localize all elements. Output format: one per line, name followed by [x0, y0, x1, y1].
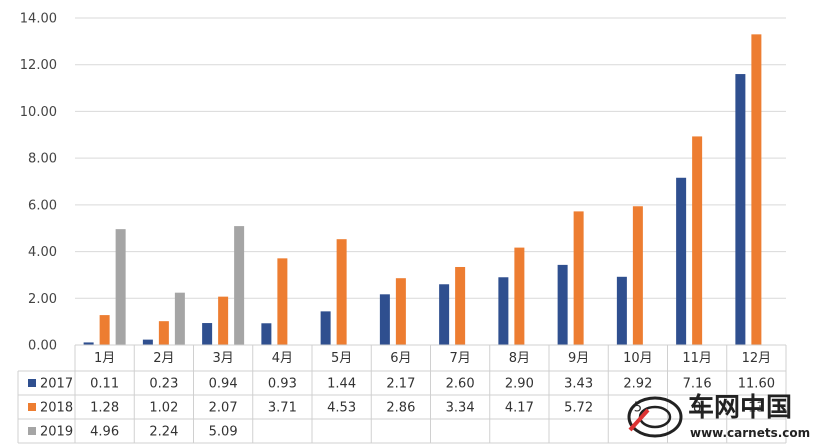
table-cell-2018-6: 2.86	[386, 401, 415, 416]
category-label: 8月	[509, 351, 530, 366]
category-label: 11月	[682, 351, 712, 366]
category-label: 10月	[623, 351, 653, 366]
legend-key-2017	[28, 379, 36, 387]
bar-2017-1	[83, 342, 94, 345]
y-tick-label: 14.00	[20, 12, 57, 27]
table-cell-2017-6: 2.17	[386, 377, 415, 392]
table-cell-2017-4: 0.93	[268, 377, 297, 392]
bars	[83, 34, 762, 346]
category-label: 7月	[449, 351, 470, 366]
category-label: 9月	[568, 351, 589, 366]
table-cell-2018-1: 1.28	[90, 401, 119, 416]
watermark-url: www.carnets.com	[690, 426, 810, 440]
table-cell-2018-12: 13	[748, 401, 765, 416]
data-table: 1月 2月 3月 4月 5月 6月 7月 8月 9月 10月 11月 12月 2017 0.11 0.23 0…	[17, 344, 787, 444]
table-cell-2017-12: 11.60	[738, 377, 775, 392]
category-label: 2月	[153, 351, 174, 366]
watermark: 车网中国 www.carnets.com	[627, 392, 810, 440]
legend-label-2018: 2018	[40, 401, 73, 416]
category-label: 1月	[94, 351, 115, 366]
bar-2018-12	[751, 34, 762, 345]
bar-2018-7	[455, 266, 466, 345]
bar-2017-12	[735, 74, 746, 346]
category-label: 12月	[742, 351, 772, 366]
y-tick-label: 2.00	[28, 292, 57, 307]
y-tick-label: 8.00	[28, 152, 57, 167]
bar-2018-2	[158, 321, 169, 345]
bar-2017-4	[261, 323, 272, 345]
legend-key-2018	[28, 403, 36, 411]
table-cell-2017-3: 0.94	[209, 377, 238, 392]
table-cell-2018-3: 2.07	[209, 401, 238, 416]
bar-2019-2	[174, 292, 185, 345]
table-cell-2017-10: 2.92	[623, 377, 652, 392]
bar-2018-10	[632, 206, 643, 345]
bar-2018-8	[514, 247, 525, 345]
table-cell-2017-11: 7.16	[683, 377, 712, 392]
table-cell-2019-3: 5.09	[209, 425, 238, 440]
table-cell-2017-7: 2.60	[446, 377, 475, 392]
gridlines	[75, 17, 786, 346]
table-cell-2018-8: 4.17	[505, 401, 534, 416]
table-cell-2018-9: 5.72	[564, 401, 593, 416]
category-label: 6月	[390, 351, 411, 366]
bar-2018-1	[99, 315, 110, 345]
table-cell-2018-10: 5	[634, 401, 642, 416]
bar-2019-3	[234, 226, 245, 345]
table-cell-2017-9: 3.43	[564, 377, 593, 392]
y-tick-label: 4.00	[28, 245, 57, 260]
table-cell-2018-5: 4.53	[327, 401, 356, 416]
table-cell-2017-8: 2.90	[505, 377, 534, 392]
y-axis: 0.00 2.00 4.00 6.00 8.00 10.00 12.00 14.00	[20, 12, 57, 354]
legend-key-2019	[28, 427, 36, 435]
table-cell-2017-2: 0.23	[149, 377, 178, 392]
category-label: 5月	[331, 351, 352, 366]
category-label: 3月	[212, 351, 233, 366]
category-label: 4月	[272, 351, 293, 366]
table-cell-2019-1: 4.96	[90, 425, 119, 440]
bar-2017-10	[616, 276, 627, 345]
table-cell-2017-1: 0.11	[90, 377, 119, 392]
bar-2017-2	[142, 339, 153, 345]
watermark-text: 车网中国	[688, 392, 792, 423]
bar-2017-7	[439, 284, 450, 345]
bar-2018-6	[395, 278, 406, 345]
bar-2017-5	[320, 311, 331, 345]
bar-2017-9	[557, 264, 568, 345]
legend-label-2017: 2017	[40, 377, 73, 392]
table-cell-2018-7: 3.34	[446, 401, 475, 416]
bar-2018-11	[692, 136, 703, 345]
table-cell-2018-11: 8	[693, 401, 701, 416]
bar-2017-11	[676, 177, 687, 345]
watermark-logo-icon	[627, 396, 683, 438]
bar-2019-1	[115, 229, 126, 345]
bar-2017-8	[498, 277, 509, 345]
bar-2018-5	[336, 239, 347, 345]
bar-2017-3	[202, 323, 213, 345]
bar-2018-9	[573, 211, 584, 345]
table-cell-2018-4: 3.71	[268, 401, 297, 416]
bar-2018-4	[277, 258, 288, 345]
bar-2018-3	[218, 296, 229, 345]
y-tick-label: 10.00	[20, 105, 57, 120]
y-tick-label: 0.00	[28, 339, 57, 354]
table-cell-2019-2: 2.24	[149, 425, 178, 440]
legend-label-2019: 2019	[40, 425, 73, 440]
y-tick-label: 12.00	[20, 58, 57, 73]
table-cell-2017-5: 1.44	[327, 377, 356, 392]
table-cell-2018-2: 1.02	[149, 401, 178, 416]
bar-2017-6	[379, 294, 390, 345]
y-tick-label: 6.00	[28, 198, 57, 213]
